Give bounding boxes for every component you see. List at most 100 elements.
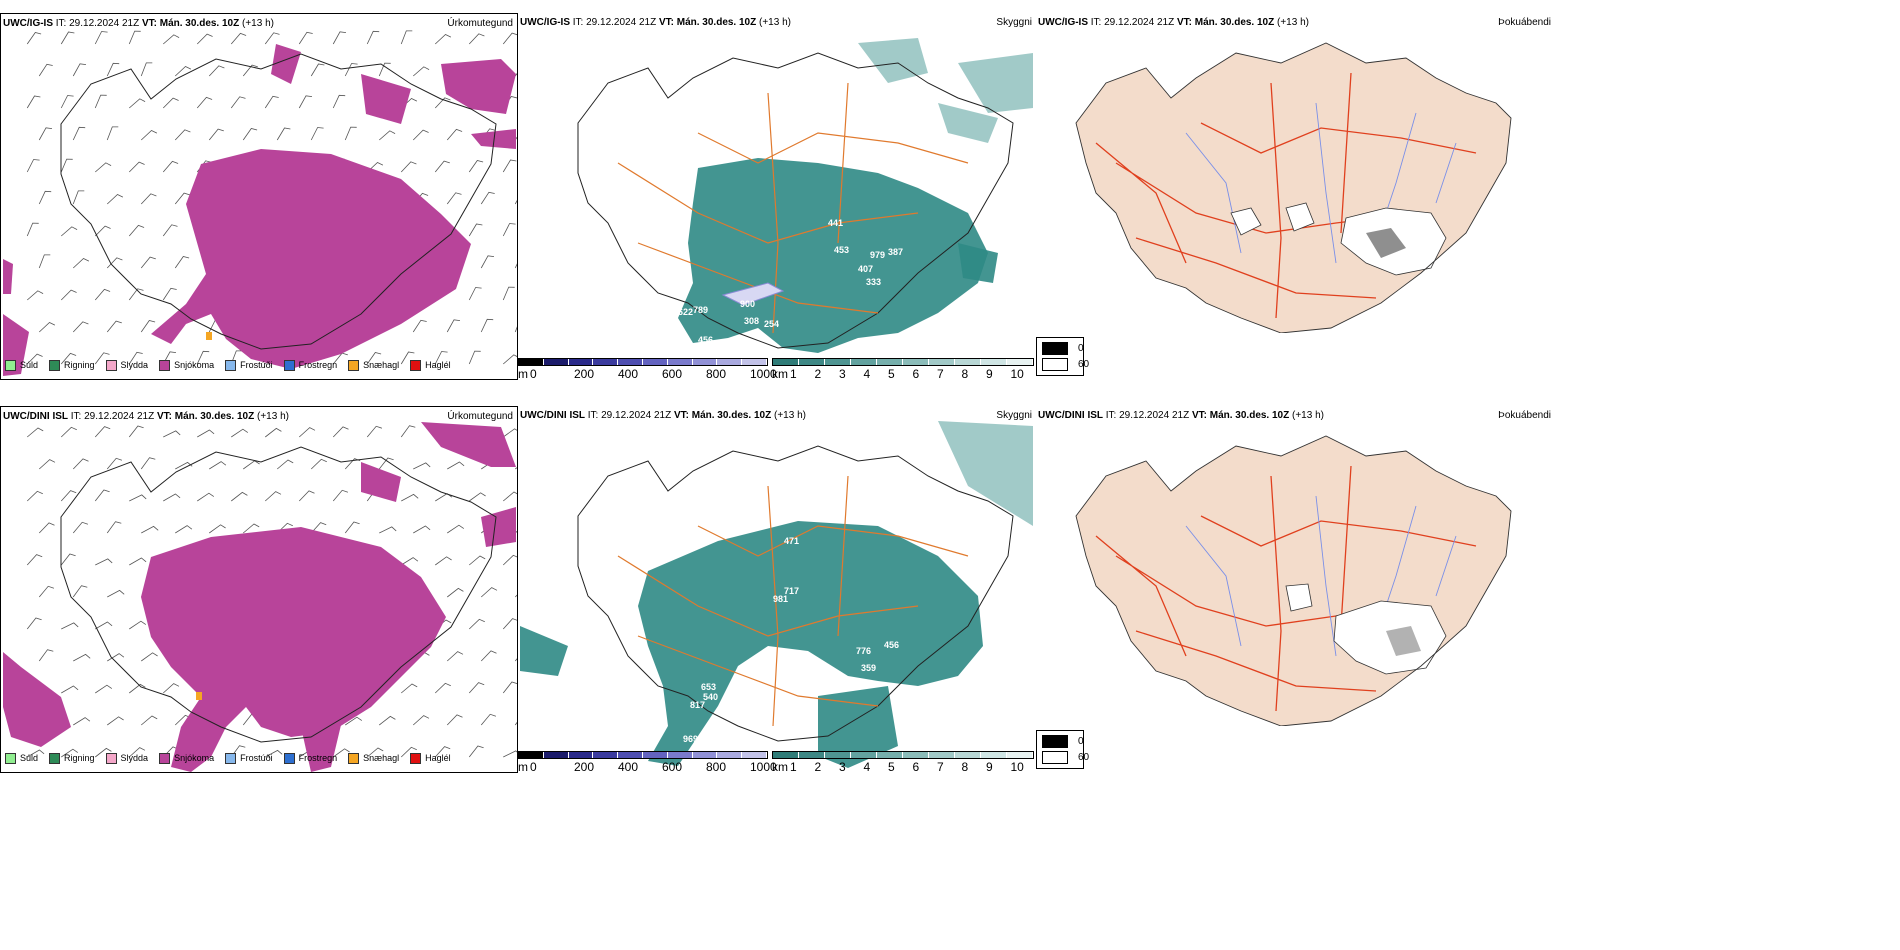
wind-barb: [163, 493, 181, 502]
wind-barb: [38, 190, 52, 205]
legend-swatch: [159, 359, 171, 371]
fog-legend-label: 0: [1078, 736, 1084, 747]
river-network: [1185, 102, 1457, 264]
wind-barb: [95, 747, 112, 758]
panel-title: Úrkomutegund: [447, 411, 513, 422]
precip-panel-row1: UWC/IG-IS IT: 29.12.2024 21Z VT: Mán. 30…: [0, 13, 518, 380]
cloudbase-unit: m: [518, 367, 528, 380]
model-name: UWC/DINI ISL: [3, 411, 68, 422]
wind-barb: [480, 713, 497, 726]
wind-barb: [480, 587, 498, 598]
wind-barb: [480, 318, 494, 333]
panel-header: UWC/DINI ISL IT: 29.12.2024 21Z VT: Mán.…: [520, 410, 1032, 424]
colorbar-tick-label: 600: [662, 367, 683, 380]
colorbar-tick-label: 4: [863, 367, 871, 380]
colorbar-segment: [618, 752, 643, 758]
cloudbase-bar: [518, 751, 768, 759]
wind-barb: [502, 32, 517, 45]
model-name: UWC/IG-IS: [520, 17, 570, 28]
wind-barb: [412, 715, 430, 726]
model-name: UWC/DINI ISL: [1038, 410, 1103, 421]
wind-barb: [95, 558, 113, 566]
visibility-area: [938, 103, 998, 143]
wind-barb: [174, 256, 190, 269]
wind-barb: [242, 523, 260, 534]
precip-map-row1: [3, 30, 517, 376]
wind-barb: [128, 747, 146, 758]
colorbar-segment: [825, 752, 851, 758]
colorbar-tick-label: 8: [961, 367, 969, 380]
iceland-land: [1076, 43, 1511, 333]
cloud-peak-label: 254: [764, 319, 780, 329]
legend-label: Snæhagl: [363, 360, 400, 370]
legend-swatch: [410, 359, 422, 371]
wind-barb: [72, 585, 88, 598]
wind-barb: [106, 126, 119, 141]
cloud-panel-row2: UWC/DINI ISL IT: 29.12.2024 21Z VT: Mán.…: [518, 406, 1036, 773]
colorbar-segment: [717, 752, 743, 758]
legend-label: Frostregn: [298, 753, 338, 763]
wind-barb: [400, 683, 418, 694]
snow-area: [141, 527, 446, 772]
legend-swatch: [49, 752, 61, 764]
sleet-spot: [196, 692, 202, 700]
precip-legend: Súld Rigning Slydda Snjókoma Frostúði Frostre…: [5, 750, 451, 766]
colorbar-segment: [851, 752, 877, 758]
panel-title: Skyggni: [996, 17, 1032, 28]
wind-barb: [276, 459, 294, 470]
wind-barb: [264, 95, 279, 109]
wind-barb: [128, 30, 141, 45]
wind-barb: [468, 223, 483, 237]
wind-barb: [400, 425, 416, 438]
legend-item: Rigning: [49, 752, 95, 764]
colorbar-segment: [981, 752, 1007, 758]
colorbar-tick-label: 7: [937, 760, 944, 773]
fog-area: [1285, 583, 1313, 612]
wind-barb: [332, 489, 349, 502]
wind-barb: [60, 158, 73, 173]
colorbar-segment: [568, 359, 594, 365]
colorbar-tick-label: 8: [961, 760, 969, 773]
fog-legend-label: 60: [1078, 359, 1090, 370]
wind-barb: [412, 319, 427, 333]
wind-barb: [38, 585, 55, 598]
wind-barb: [344, 521, 360, 534]
wind-barb: [60, 95, 74, 109]
colorbar-segment: [593, 752, 619, 758]
wind-barb: [140, 320, 156, 333]
wind-barb: [447, 461, 465, 470]
wind-barb: [94, 94, 107, 109]
iceland-land: [1076, 436, 1511, 726]
snow-area: [3, 652, 71, 747]
wind-barb: [379, 715, 396, 726]
wind-barb: [174, 192, 190, 205]
colorbar-segment: [519, 359, 544, 365]
wind-barb: [107, 653, 125, 662]
wind-barb: [434, 34, 452, 45]
wind-barb: [94, 352, 110, 365]
legend-swatch: [159, 752, 171, 764]
wind-barb: [162, 224, 178, 237]
legend-swatch: [410, 752, 422, 764]
cloud-peak-label: 456: [698, 335, 714, 345]
wind-barb: [468, 160, 484, 173]
wind-barb: [94, 225, 111, 237]
wind-barb: [412, 129, 429, 141]
legend-swatch: [105, 752, 117, 764]
colorbar-tick-label: 3: [839, 367, 846, 380]
valid-time: VT: Mán. 30.des. 10Z: [658, 17, 757, 28]
iceland-outline: [577, 445, 1014, 742]
cloud-peak-label: 308: [744, 316, 760, 326]
cloud-peak-label: 333: [866, 277, 882, 287]
legend-item: Snjókoma: [159, 752, 214, 764]
wind-barb: [94, 31, 108, 45]
wind-barb: [60, 31, 75, 45]
panel-title: Þokuábendi: [1498, 410, 1551, 421]
colorbar-segment: [692, 359, 718, 365]
legend-item: Haglél: [410, 752, 451, 764]
wind-barb: [231, 428, 249, 438]
colorbar-segment: [642, 359, 668, 365]
wind-barb: [502, 554, 517, 566]
panel-header: UWC/IG-IS IT: 29.12.2024 21Z VT: Mán. 30…: [520, 17, 1032, 31]
wind-barb: [243, 460, 260, 470]
